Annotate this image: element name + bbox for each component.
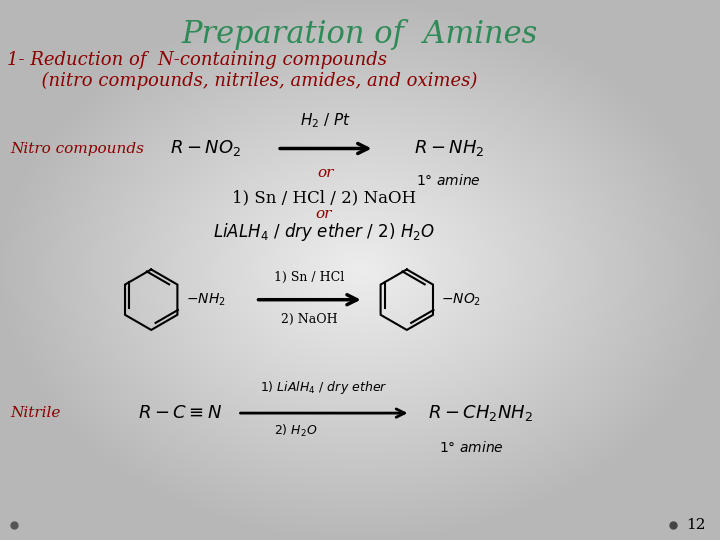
Text: $1)\ LiAlH_4\ /\ dry\ ether$: $1)\ LiAlH_4\ /\ dry\ ether$: [260, 379, 388, 396]
Text: $R-C{\equiv}N$: $R-C{\equiv}N$: [138, 404, 222, 422]
Text: $H_2\ /\ Pt$: $H_2\ /\ Pt$: [300, 111, 351, 130]
Text: Preparation of  Amines: Preparation of Amines: [182, 19, 538, 50]
Text: $-NH_2$: $-NH_2$: [186, 292, 225, 308]
Text: Nitrile: Nitrile: [11, 406, 61, 420]
Text: 2) NaOH: 2) NaOH: [282, 313, 338, 326]
Text: 1) Sn / HCl: 1) Sn / HCl: [274, 271, 345, 284]
Text: Nitro compounds: Nitro compounds: [11, 141, 145, 156]
Text: $LiALH_4\ /\ dry\ ether\ /\ 2)\ H_2O$: $LiALH_4\ /\ dry\ ether\ /\ 2)\ H_2O$: [213, 221, 435, 244]
Text: $R-NO_2$: $R-NO_2$: [170, 138, 240, 159]
Text: $1°\ amine$: $1°\ amine$: [439, 440, 504, 455]
Text: $R-CH_2NH_2$: $R-CH_2NH_2$: [428, 403, 534, 423]
Text: or: or: [316, 207, 332, 221]
Text: $2)\ H_2O$: $2)\ H_2O$: [274, 423, 317, 439]
Text: $-NO_2$: $-NO_2$: [441, 292, 481, 308]
Text: 1- Reduction of  N-containing compounds: 1- Reduction of N-containing compounds: [7, 51, 387, 69]
Text: or: or: [318, 166, 333, 180]
Text: 12: 12: [686, 518, 706, 532]
Text: $R-NH_2$: $R-NH_2$: [414, 138, 485, 159]
Text: 1) Sn / HCl / 2) NaOH: 1) Sn / HCl / 2) NaOH: [232, 189, 416, 206]
Text: $1°\ amine$: $1°\ amine$: [416, 173, 481, 188]
Text: (nitro compounds, nitriles, amides, and oximes): (nitro compounds, nitriles, amides, and …: [7, 71, 477, 90]
